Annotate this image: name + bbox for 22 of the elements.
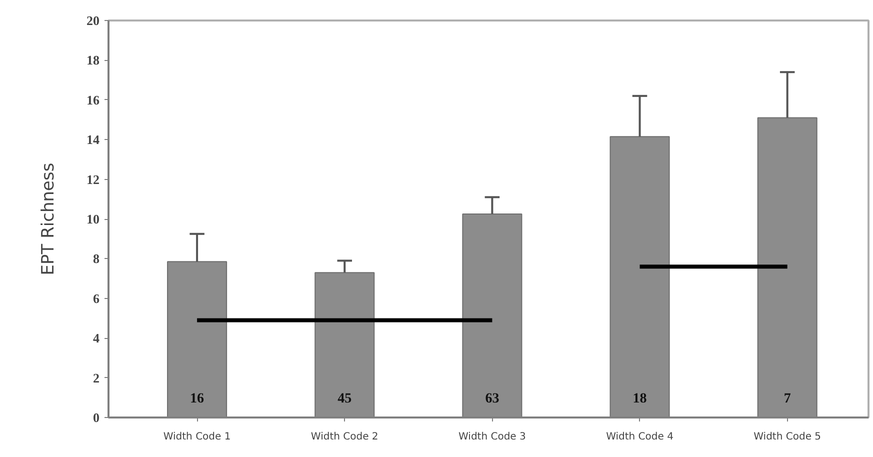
annotation: 45 [338,392,352,407]
x-tick-label: Width Code 1 [163,432,231,442]
y-tick-label: 12 [86,172,100,187]
y-tick-label: 8 [93,251,100,266]
annotation: 16 [190,392,204,407]
y-tick-label: 0 [93,410,100,425]
y-axis-title: EPT Richness [38,162,58,276]
annotation: 7 [784,392,791,407]
y-tick-label: 6 [93,290,100,306]
x-tick-label: Width Code 2 [310,432,378,442]
y-tick-label: 14 [86,132,100,148]
y-tick-label: 20 [86,13,100,28]
annotation: 18 [632,392,647,407]
x-tick-label: Width Code 5 [754,432,822,442]
y-tick-label: 2 [93,370,100,386]
annotation: 63 [485,392,500,407]
x-tick-label: Width Code 4 [606,432,674,442]
y-tick-label: 4 [93,330,100,346]
y-tick-label: 16 [86,92,100,108]
y-tick-label: 10 [86,212,100,226]
x-tick-label: Width Code 3 [458,432,526,442]
y-tick-label: 18 [86,52,100,68]
